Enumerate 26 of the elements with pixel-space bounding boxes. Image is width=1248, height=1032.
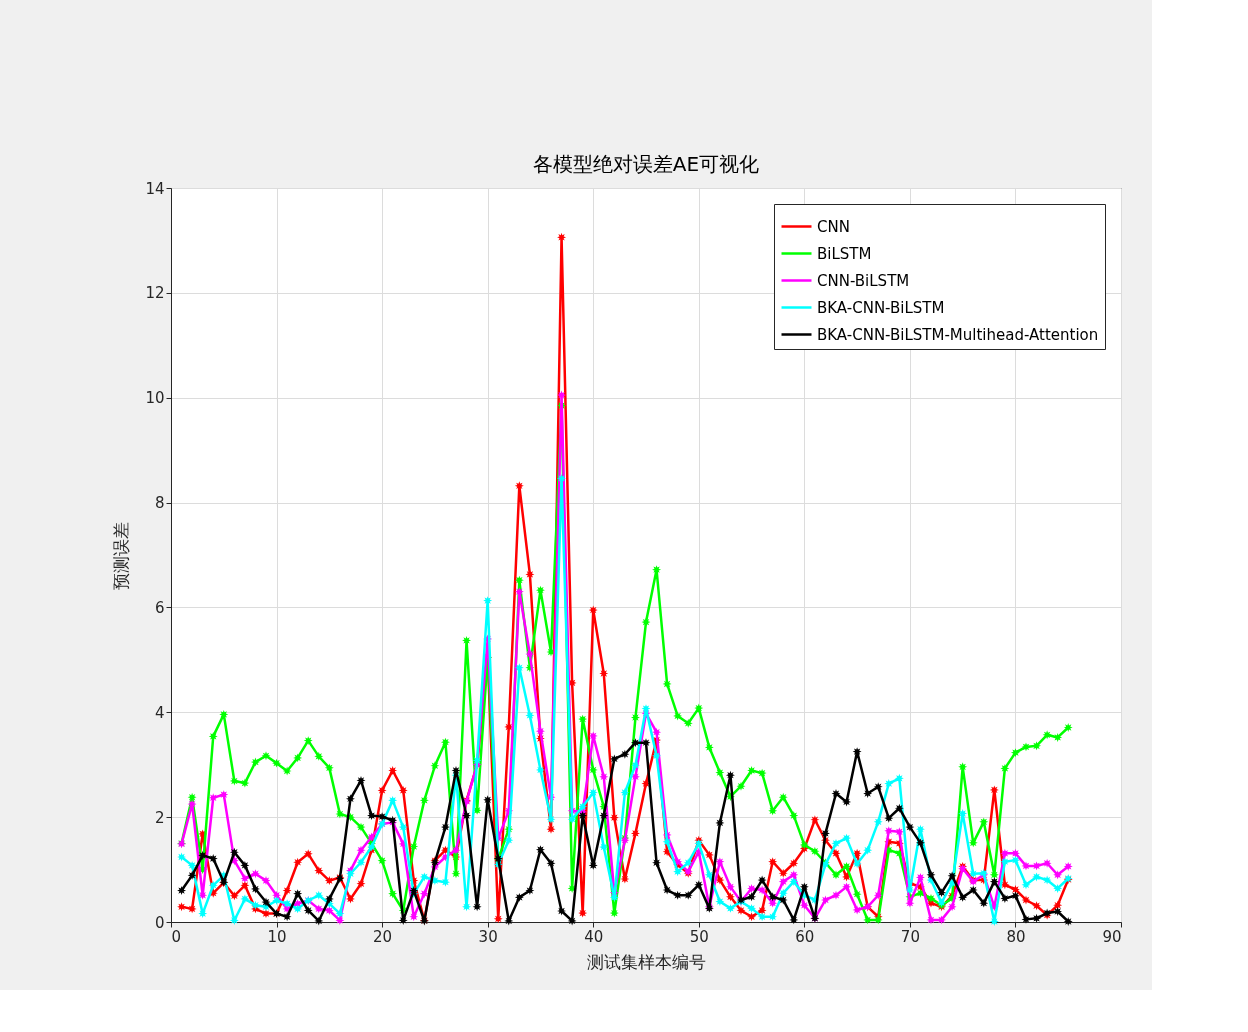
- y-axis-title: 预测误差: [111, 521, 132, 590]
- legend-label: CNN-BiLSTM: [817, 271, 910, 290]
- x-tick-label: 80: [1006, 927, 1026, 946]
- y-tick-label: 0: [154, 913, 165, 932]
- x-tick-label: 90: [1102, 927, 1122, 946]
- legend-label: CNN: [817, 217, 850, 236]
- legend-label: BKA-CNN-BiLSTM-Multihead-Attention: [817, 325, 1099, 344]
- y-tick-label: 12: [145, 284, 165, 303]
- x-tick-label: 60: [795, 927, 815, 946]
- x-tick-label: 40: [584, 927, 604, 946]
- legend-label: BKA-CNN-BiLSTM: [817, 298, 945, 317]
- y-tick-label: 4: [154, 703, 165, 722]
- y-tick-label: 2: [154, 808, 165, 827]
- x-tick-label: 20: [373, 927, 393, 946]
- y-tick-label: 6: [154, 598, 165, 617]
- chart-title: 各模型绝对误差AE可视化: [532, 152, 760, 176]
- x-axis-title: 测试集样本编号: [587, 951, 706, 972]
- x-tick-label: 70: [900, 927, 920, 946]
- y-tick-label: 10: [145, 389, 165, 408]
- legend-label: BiLSTM: [817, 244, 872, 263]
- x-tick-label: 30: [478, 927, 498, 946]
- x-tick-label: 10: [267, 927, 287, 946]
- x-tick-label: 0: [171, 927, 182, 946]
- x-tick-label: 50: [689, 927, 709, 946]
- y-tick-label: 8: [154, 494, 165, 513]
- y-tick-label: 14: [145, 179, 165, 198]
